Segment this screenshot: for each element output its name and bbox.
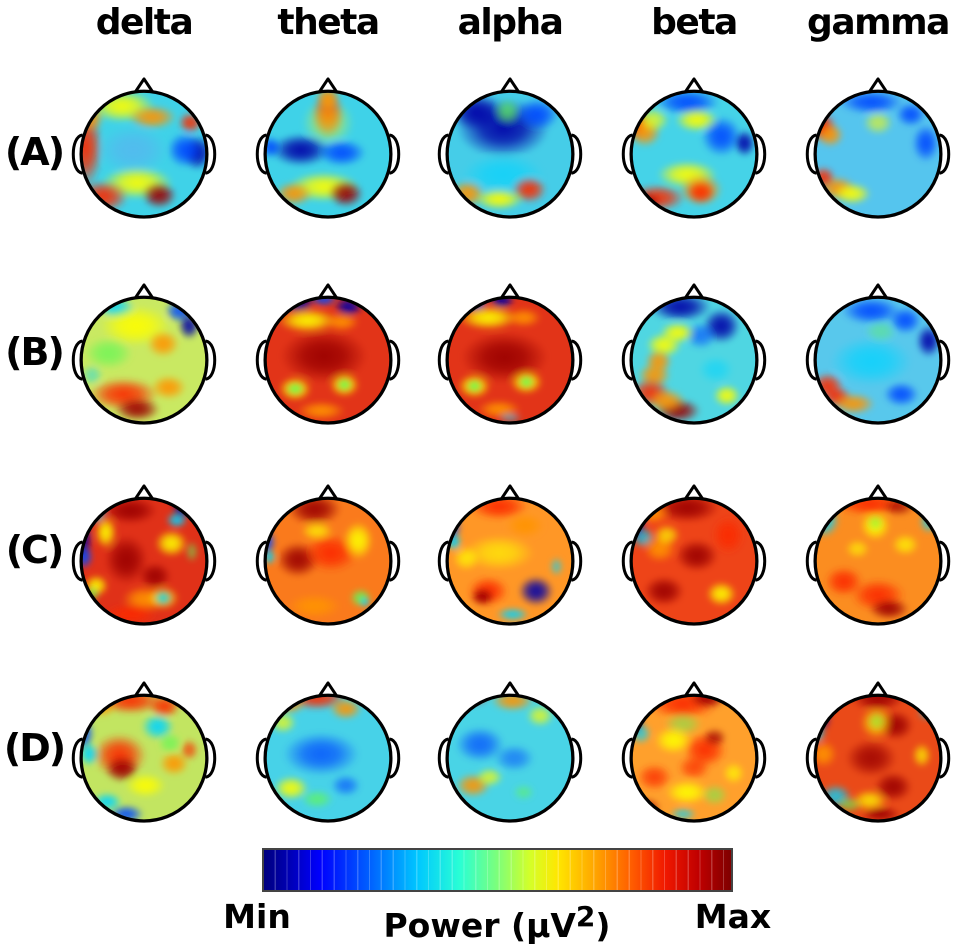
- topomap-C-delta: [62, 475, 226, 639]
- row-label-B: (B): [5, 330, 65, 374]
- topomap-B-beta: [612, 274, 776, 438]
- topomap-B-delta: [62, 274, 226, 438]
- topomap-D-gamma: [796, 672, 954, 836]
- topomap-B-gamma: [796, 274, 954, 438]
- col-header-alpha: alpha: [457, 2, 564, 43]
- topomap-A-alpha: [428, 68, 592, 232]
- col-header-delta: delta: [95, 2, 194, 43]
- topomap-D-alpha: [428, 672, 592, 836]
- col-header-beta: beta: [651, 2, 738, 43]
- colorbar-title-suffix: ): [595, 906, 611, 945]
- colorbar-gradient: [264, 850, 731, 890]
- topomap-A-delta: [62, 68, 226, 232]
- colorbar-segments: [264, 850, 731, 890]
- row-label-C: (C): [5, 528, 65, 572]
- topomap-B-alpha: [428, 274, 592, 438]
- topomap-A-theta: [246, 68, 410, 232]
- row-label-A: (A): [4, 130, 65, 174]
- col-header-theta: theta: [277, 2, 380, 43]
- col-header-gamma: gamma: [807, 2, 950, 43]
- colorbar-title-exponent: 2: [575, 900, 596, 933]
- topomap-C-beta: [612, 475, 776, 639]
- topomap-A-beta: [612, 68, 776, 232]
- topomap-A-gamma: [796, 68, 954, 232]
- colorbar: [262, 848, 733, 892]
- colorbar-max-label: Max: [694, 897, 772, 936]
- row-label-D: (D): [3, 726, 66, 770]
- topomap-C-gamma: [796, 475, 954, 639]
- colorbar-title-prefix: Power (µV: [383, 906, 576, 945]
- topomap-C-alpha: [428, 475, 592, 639]
- topomap-C-theta: [246, 475, 410, 639]
- colorbar-min-label: Min: [223, 897, 291, 936]
- topomap-D-delta: [62, 672, 226, 836]
- colorbar-title: Power (µV2): [347, 897, 647, 946]
- topomap-D-theta: [246, 672, 410, 836]
- topomap-B-theta: [246, 274, 410, 438]
- topomap-D-beta: [612, 672, 776, 836]
